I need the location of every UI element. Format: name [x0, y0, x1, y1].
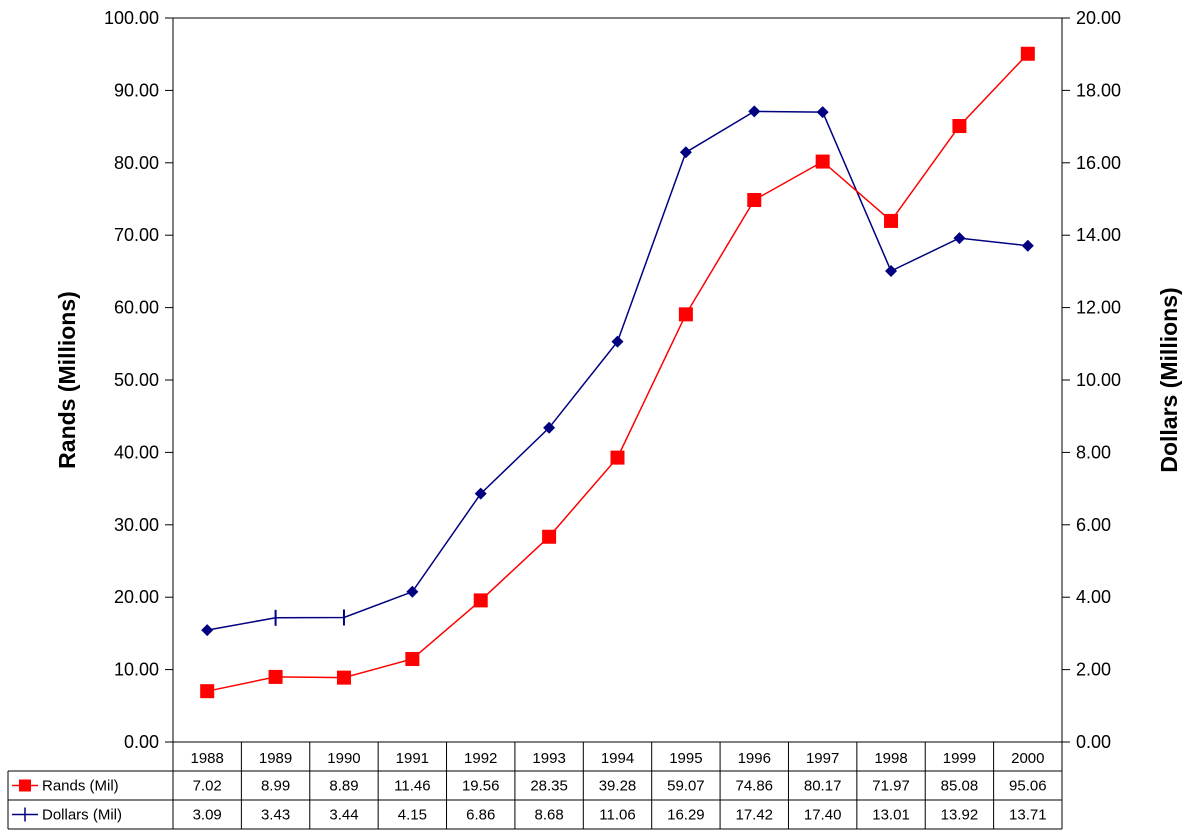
right-tick-label: 6.00	[1076, 515, 1111, 535]
data-point	[474, 487, 487, 500]
right-axis-title: Dollars (Millions)	[1156, 287, 1182, 472]
table-value-cell: 17.40	[804, 807, 842, 824]
category-label: 1990	[327, 750, 360, 767]
data-point	[201, 624, 214, 637]
data-point	[815, 154, 830, 169]
table-value-cell: 8.89	[329, 778, 358, 795]
table-value-cell: 11.06	[599, 807, 635, 824]
data-point	[885, 265, 898, 278]
category-label: 1996	[738, 750, 771, 767]
data-point	[816, 106, 829, 119]
category-label: 1991	[396, 750, 429, 767]
table-value-cell: 17.42	[735, 807, 773, 824]
table-value-cell: 4.15	[398, 807, 427, 824]
table-value-cell: 39.28	[599, 778, 637, 795]
category-label: 1988	[191, 750, 224, 767]
data-point	[1021, 239, 1034, 252]
right-tick-label: 0.00	[1076, 732, 1111, 752]
left-tick-label: 40.00	[114, 442, 159, 462]
category-label: 2000	[1011, 750, 1044, 767]
legend-key-marker	[19, 779, 31, 792]
right-tick-label: 16.00	[1076, 153, 1121, 173]
left-tick-label: 50.00	[114, 370, 159, 390]
data-point	[200, 684, 215, 699]
category-label: 1995	[669, 750, 702, 767]
right-tick-label: 10.00	[1076, 370, 1121, 390]
table-value-cell: 3.09	[193, 807, 222, 824]
table-value-cell: 85.08	[941, 778, 979, 795]
data-point	[611, 335, 624, 348]
data-point	[336, 670, 351, 685]
left-axis: 0.00 10.00 20.00 30.00 40.00 50.00 60.00 70.00 8…	[104, 8, 173, 752]
data-point	[405, 652, 420, 667]
right-tick-label: 2.00	[1076, 660, 1111, 680]
right-tick-label: 20.00	[1076, 8, 1121, 28]
data-table: 1988 1989 1990 1991 1992 1993 1994 1995 1996 1997…	[7, 742, 1063, 830]
right-tick-label: 4.00	[1076, 587, 1111, 607]
table-value-cell: 13.01	[872, 807, 910, 824]
right-tick-label: 18.00	[1076, 80, 1121, 100]
category-label: 1989	[259, 750, 292, 767]
data-point	[406, 585, 419, 598]
data-point	[610, 450, 625, 465]
legend-label: Dollars (Mil)	[42, 807, 122, 824]
data-point	[952, 119, 967, 134]
left-tick-label: 30.00	[114, 515, 159, 535]
left-tick-label: 60.00	[114, 298, 159, 318]
table-value-cell: 13.92	[941, 807, 979, 824]
table-value-cell: 3.44	[329, 807, 358, 824]
data-point	[679, 146, 692, 159]
data-point	[884, 213, 899, 228]
left-tick-label: 10.00	[114, 660, 159, 680]
data-point	[678, 307, 693, 322]
category-label: 1998	[874, 750, 907, 767]
legend-label: Rands (Mil)	[42, 778, 119, 795]
right-tick-label: 8.00	[1076, 442, 1111, 462]
table-value-cell: 6.86	[466, 807, 495, 824]
series-layer	[200, 46, 1035, 699]
left-axis-title: Rands (Millions)	[54, 291, 80, 469]
left-tick-label: 90.00	[114, 80, 159, 100]
category-label: 1992	[464, 750, 497, 767]
category-label: 1994	[601, 750, 634, 767]
table-value-cell: 28.35	[530, 778, 568, 795]
table-value-cell: 3.43	[261, 807, 290, 824]
table-value-cell: 71.97	[872, 778, 910, 795]
category-label: 1993	[532, 750, 565, 767]
data-point	[542, 529, 557, 544]
table-value-cell: 59.07	[667, 778, 705, 795]
series-line	[207, 53, 1029, 692]
plot-area	[172, 17, 1063, 743]
left-tick-label: 20.00	[114, 587, 159, 607]
table-value-cell: 16.29	[667, 807, 705, 824]
right-axis: 0.00 2.00 4.00 6.00 8.00 10.00 12.00 14.00 16.00…	[1062, 8, 1121, 752]
table-value-cell: 11.46	[394, 778, 430, 795]
series-line	[207, 110, 1028, 631]
table-value-cell: 19.56	[462, 778, 500, 795]
left-tick-label: 100.00	[104, 8, 159, 28]
data-point	[473, 593, 488, 608]
data-point	[747, 193, 762, 208]
table-value-cell: 74.86	[735, 778, 773, 795]
right-tick-label: 14.00	[1076, 225, 1121, 245]
left-tick-label: 80.00	[114, 153, 159, 173]
right-tick-label: 12.00	[1076, 298, 1121, 318]
table-value-cell: 95.06	[1009, 778, 1047, 795]
data-point	[543, 421, 556, 434]
data-point	[748, 105, 761, 118]
category-label: 1997	[806, 750, 839, 767]
left-tick-label: 70.00	[114, 225, 159, 245]
table-value-cell: 8.68	[535, 807, 564, 824]
table-value-cell: 13.71	[1009, 807, 1047, 824]
data-point	[953, 232, 966, 245]
table-value-cell: 7.02	[193, 778, 222, 795]
category-label: 1999	[943, 750, 976, 767]
table-value-cell: 8.99	[261, 778, 290, 795]
data-point	[1020, 46, 1035, 61]
data-point	[268, 669, 283, 684]
left-tick-label: 0.00	[124, 732, 159, 752]
table-value-cell: 80.17	[804, 778, 842, 795]
